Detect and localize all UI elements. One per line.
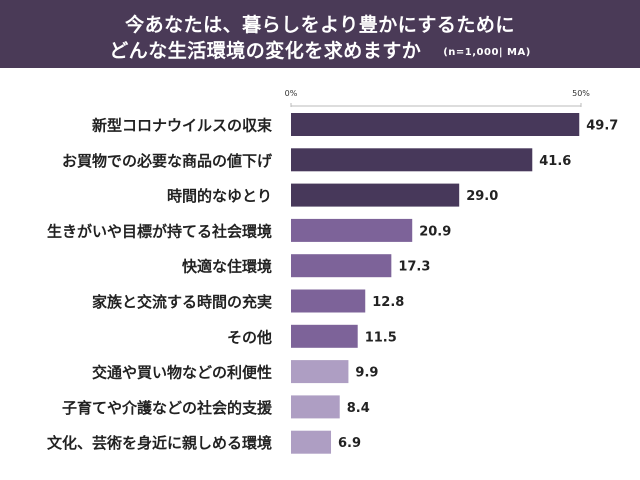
value-label: 20.9 — [419, 224, 451, 239]
bar — [291, 218, 413, 242]
tick-label: 0% — [285, 89, 298, 98]
category-label: 家族と交流する時間の充実 — [92, 293, 272, 311]
category-label: お買物での必要な商品の値下げ — [62, 152, 273, 170]
bar — [291, 360, 349, 384]
value-label: 29.0 — [466, 189, 498, 204]
value-label: 8.4 — [347, 401, 370, 416]
value-label: 49.7 — [586, 119, 618, 134]
sample-note: (n=1,000| MA) — [443, 47, 531, 58]
chart-title-line2: どんな生活環境の変化を求めますか — [109, 40, 422, 62]
value-label: 17.3 — [398, 260, 430, 275]
category-label: 交通や買い物などの利便性 — [92, 364, 272, 382]
value-label: 12.8 — [372, 295, 404, 310]
category-label: 文化、芸術を身近に親しめる環境 — [47, 434, 272, 452]
chart-title-line1: 今あなたは、暮らしをより豊かにするために — [125, 14, 515, 36]
value-label: 9.9 — [355, 366, 378, 381]
bar — [291, 395, 340, 419]
bar — [291, 113, 580, 136]
value-label: 6.9 — [338, 436, 361, 451]
tick-label: 50% — [572, 89, 590, 98]
category-label: 新型コロナウイルスの収束 — [92, 117, 273, 135]
category-label: 快適な住環境 — [182, 258, 272, 276]
header-banner: 今あなたは、暮らしをより豊かにするために どんな生活環境の変化を求めますか (n=… — [0, 0, 640, 68]
chart-title-line2-row: どんな生活環境の変化を求めますか (n=1,000| MA) — [0, 36, 640, 63]
bar — [291, 148, 533, 172]
category-label: 生きがいや目標が持てる社会環境 — [47, 222, 272, 240]
value-label: 41.6 — [539, 154, 571, 169]
bar — [291, 254, 392, 278]
category-label: 時間的なゆとり — [167, 187, 272, 205]
category-label: 子育てや介護などの社会的支援 — [62, 399, 273, 417]
bar — [291, 324, 358, 348]
category-label: その他 — [227, 328, 272, 346]
bar — [291, 430, 332, 454]
value-label: 11.5 — [365, 330, 397, 345]
bar — [291, 289, 366, 313]
bar — [291, 183, 460, 207]
